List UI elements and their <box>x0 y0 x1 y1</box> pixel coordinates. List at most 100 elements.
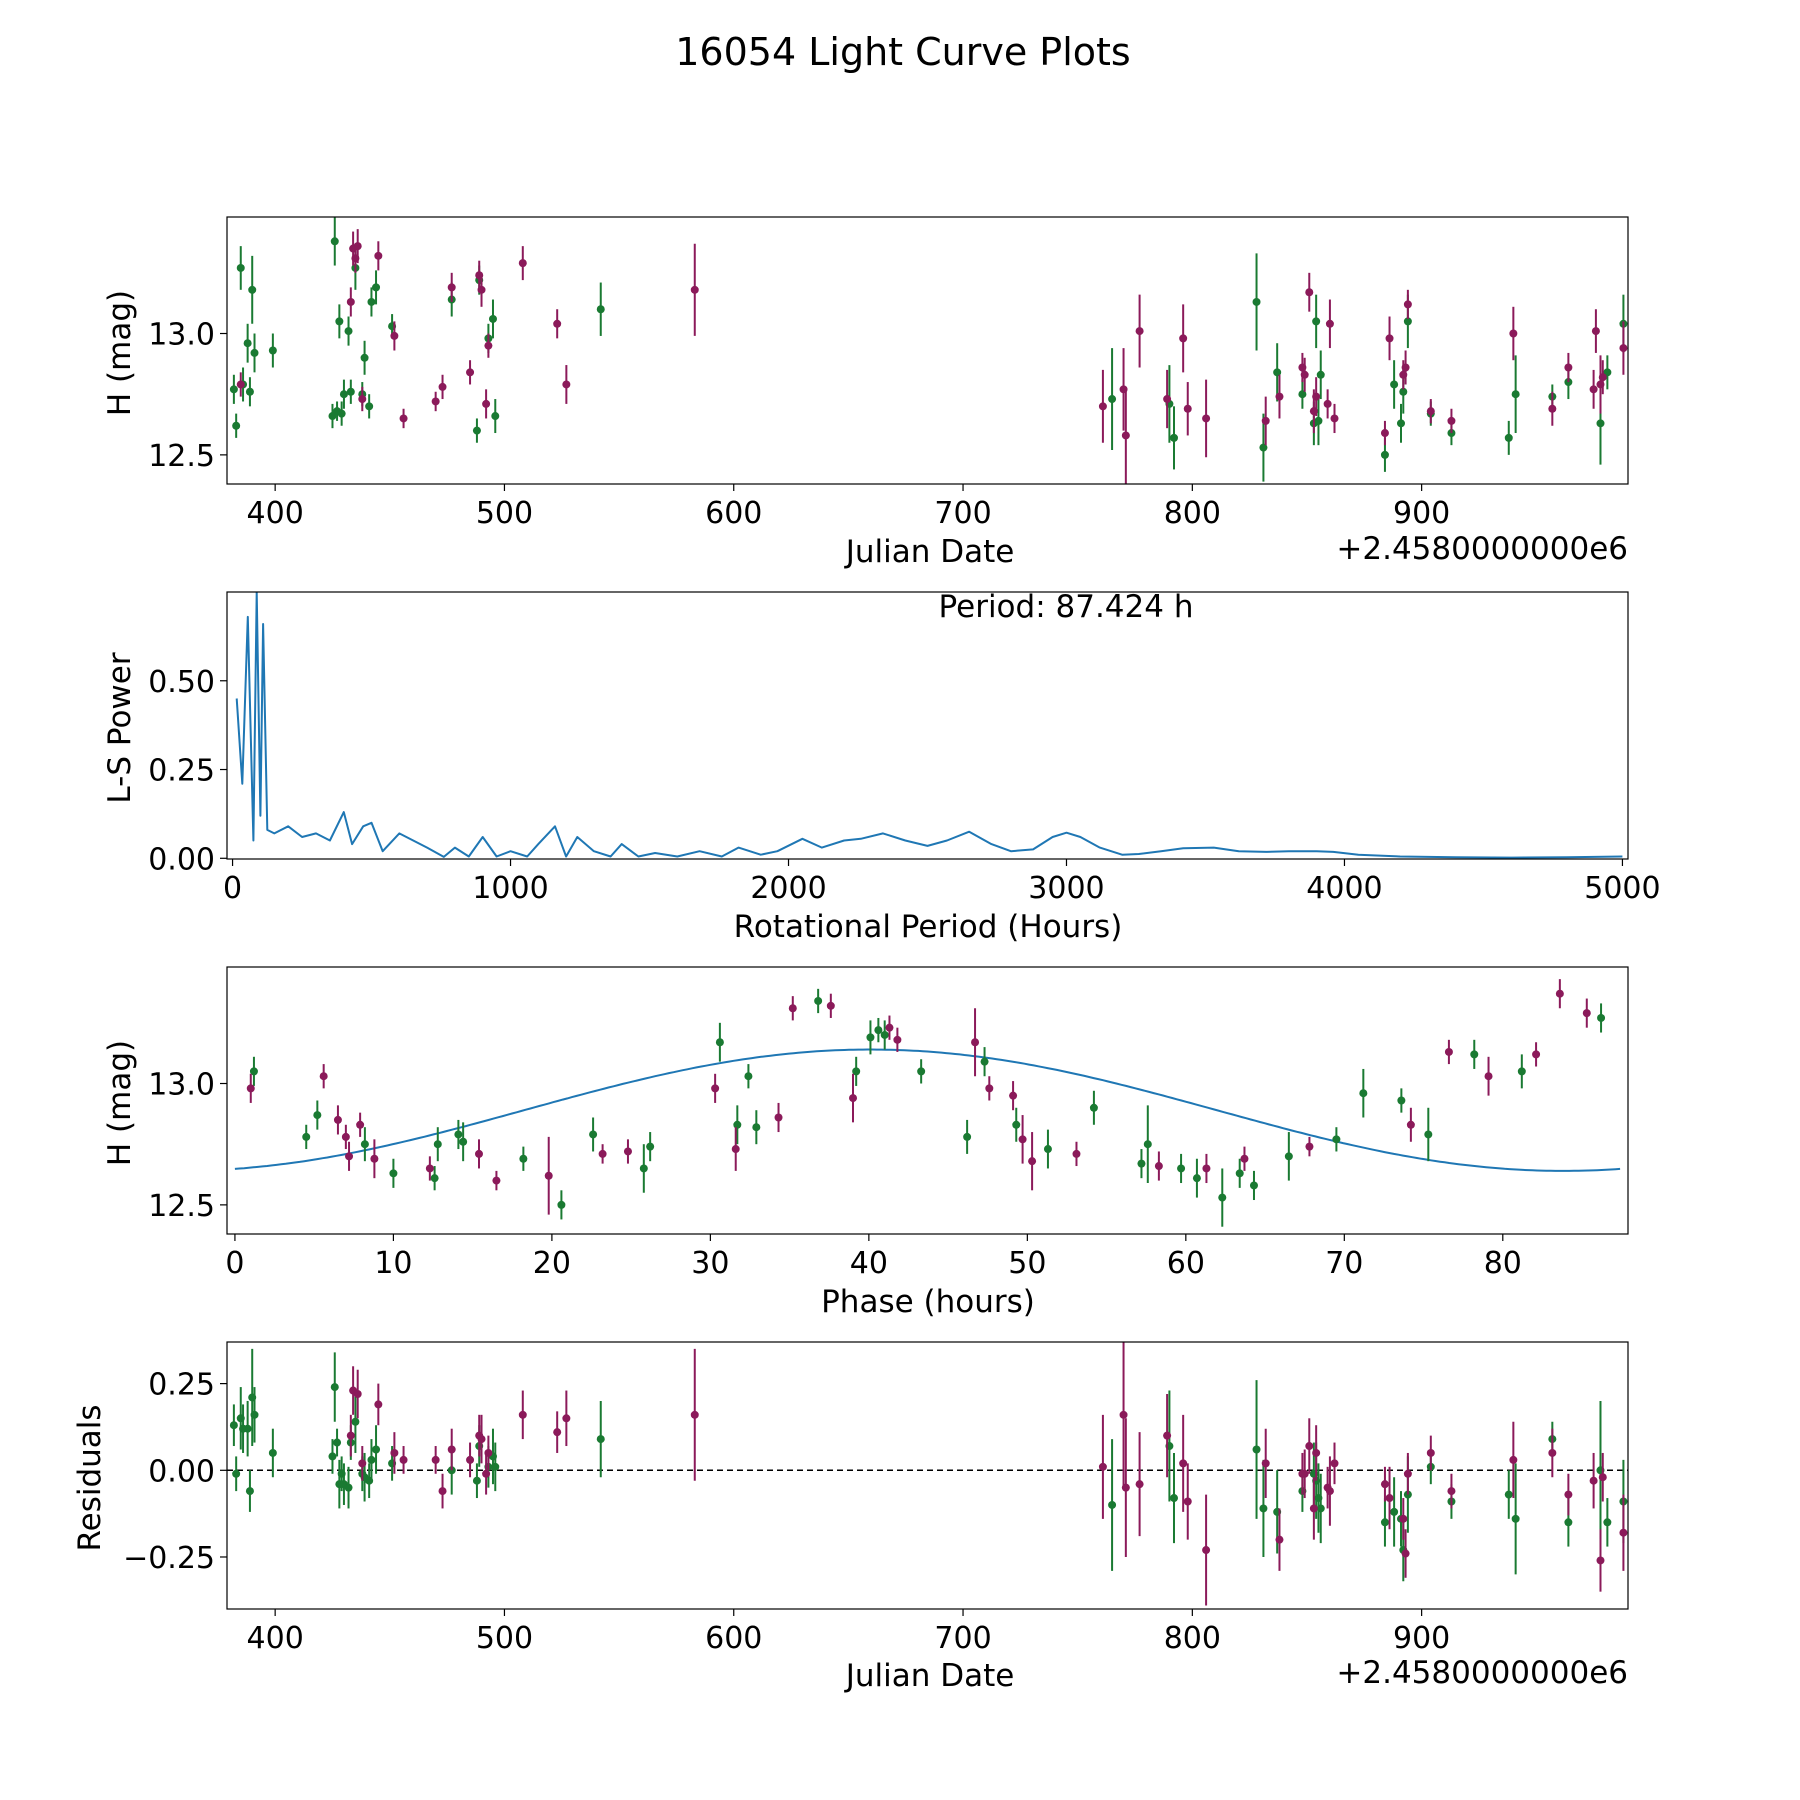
lightcurve-x-tick-label: 700 <box>934 496 991 531</box>
lightcurve-green-point <box>337 409 346 418</box>
phased-purple-point <box>1018 1135 1027 1144</box>
lightcurve-green-point <box>245 387 254 396</box>
lightcurve-green-point <box>472 426 481 435</box>
lightcurve-purple-point <box>1098 402 1107 411</box>
residuals-purple-point <box>1403 1469 1412 1478</box>
phased-green-point <box>639 1164 648 1173</box>
residuals-y-axis-label: Residuals <box>72 1404 108 1551</box>
residuals-purple-point <box>358 1459 367 1468</box>
lightcurve-purple-point <box>1330 414 1339 423</box>
phased-axes-frame <box>226 966 1629 1235</box>
residuals-purple-point <box>562 1414 571 1423</box>
lightcurve-green-point <box>335 317 344 326</box>
lightcurve-y-tick-label: 13.0 <box>148 318 215 353</box>
lightcurve-purple-point <box>690 285 699 294</box>
residuals-purple-point <box>1548 1448 1557 1457</box>
residuals-purple-point <box>1135 1480 1144 1489</box>
residuals-purple-point <box>484 1448 493 1457</box>
phased-green-point <box>389 1169 398 1178</box>
lightcurve-purple-point <box>477 285 486 294</box>
residuals-purple-point <box>1399 1514 1408 1523</box>
phased-x-axis-label: Phase (hours) <box>821 1284 1035 1320</box>
residuals-purple-point <box>1401 1549 1410 1558</box>
residuals-purple-point <box>1426 1448 1435 1457</box>
lightcurve-purple-point <box>399 414 408 423</box>
phased-green-point <box>874 1026 883 1035</box>
lightcurve-purple-point <box>1300 370 1309 379</box>
residuals-purple-point <box>1380 1480 1389 1489</box>
lightcurve-y-tick-label: 12.5 <box>148 439 215 474</box>
residuals-purple-point <box>431 1455 440 1464</box>
phased-y-tick-label: 12.5 <box>148 1189 215 1224</box>
phased-purple-point <box>885 1023 894 1032</box>
phased-y-tick-label: 13.0 <box>148 1068 215 1103</box>
residuals-purple-point <box>518 1410 527 1419</box>
phased-green-point <box>1218 1193 1227 1202</box>
lightcurve-purple-point <box>518 259 527 268</box>
phased-purple-point <box>1406 1120 1415 1129</box>
lightcurve-purple-point <box>447 283 456 292</box>
residuals-green-point <box>229 1421 238 1430</box>
residuals-green-point <box>1316 1504 1325 1513</box>
lightcurve-x-offset-label: +2.4580000000e6 <box>1336 531 1628 567</box>
residuals-purple-point <box>1447 1487 1456 1496</box>
residuals-purple-point <box>438 1487 447 1496</box>
figure-title: 16054 Light Curve Plots <box>675 30 1130 74</box>
phased-purple-point <box>1555 989 1564 998</box>
lightcurve-purple-point <box>1202 414 1211 423</box>
lightcurve-purple-point <box>1447 416 1456 425</box>
lightcurve-x-tick-label: 600 <box>705 496 762 531</box>
residuals-purple-point <box>1330 1459 1339 1468</box>
phased-purple-point <box>246 1084 255 1093</box>
phased-purple-point <box>370 1154 379 1163</box>
lightcurve-purple-point <box>346 297 355 306</box>
lightcurve-purple-point <box>1261 416 1270 425</box>
lightcurve-green-point <box>1403 317 1412 326</box>
lightcurve-green-point <box>268 346 277 355</box>
periodogram-panel: Rotational Period (Hours) L-S Power Peri… <box>102 589 1661 945</box>
phased-purple-point <box>333 1115 342 1124</box>
phased-green-point <box>1143 1140 1152 1149</box>
residuals-x-tick-label: 900 <box>1393 1621 1450 1656</box>
lightcurve-purple-point <box>1598 373 1607 382</box>
phased-green-point <box>1424 1130 1433 1139</box>
lightcurve-plot-area <box>229 217 1628 484</box>
periodogram-x-tick-label: 4000 <box>1306 871 1382 906</box>
lightcurve-purple-point <box>562 380 571 389</box>
phased-purple-point <box>788 1004 797 1013</box>
lightcurve-purple-point <box>1305 288 1314 297</box>
phased-purple-point <box>1154 1162 1163 1171</box>
phased-green-point <box>814 996 823 1005</box>
lightcurve-green-point <box>1259 443 1268 452</box>
residuals-x-tick-label: 800 <box>1164 1621 1221 1656</box>
residuals-purple-point <box>1309 1504 1318 1513</box>
phased-fit-curve <box>234 1048 1621 1172</box>
phased-green-point <box>1332 1135 1341 1144</box>
phased-green-point <box>1012 1120 1021 1129</box>
residuals-purple-point <box>390 1448 399 1457</box>
periodogram-plot-area <box>235 592 1623 859</box>
lightcurve-purple-point <box>438 382 447 391</box>
residuals-y-tick-label: 0.25 <box>148 1368 215 1403</box>
residuals-green-point <box>1504 1490 1513 1499</box>
phased-x-tick-label: 0 <box>225 1246 244 1281</box>
periodogram-x-axis-label: Rotational Period (Hours) <box>734 909 1123 945</box>
residuals-purple-point <box>1305 1442 1314 1451</box>
phased-green-point <box>1177 1164 1186 1173</box>
lightcurve-green-point <box>372 283 381 292</box>
periodogram-x-tick-label: 3000 <box>1028 871 1104 906</box>
residuals-purple-point <box>1183 1497 1192 1506</box>
periodogram-power-line <box>235 592 1623 859</box>
lightcurve-green-point <box>1380 450 1389 459</box>
periodogram-y-tick-label: 0.50 <box>148 665 215 700</box>
lightcurve-green-point <box>346 387 355 396</box>
phased-green-point <box>1192 1174 1201 1183</box>
lightcurve-green-point <box>488 314 497 323</box>
residuals-axes-frame <box>226 1341 1629 1610</box>
lightcurve-green-point <box>1511 390 1520 399</box>
residuals-green-point <box>1259 1504 1268 1513</box>
lightcurve-green-point <box>596 305 605 314</box>
residuals-purple-point <box>1312 1448 1321 1457</box>
lightcurve-green-point <box>250 348 259 357</box>
lightcurve-purple-point <box>1589 385 1598 394</box>
